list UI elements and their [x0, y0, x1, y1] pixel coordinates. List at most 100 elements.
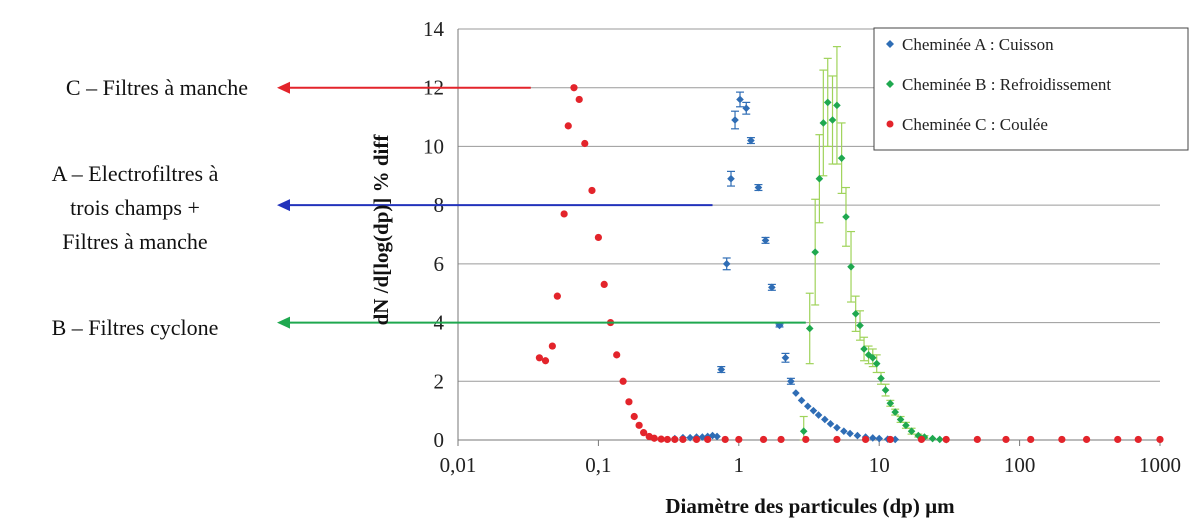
- y-tick-label: 2: [434, 369, 445, 393]
- legend-box: [873, 27, 1189, 151]
- series-a-point: [781, 354, 790, 362]
- series-a-point: [717, 365, 726, 374]
- series-b-point: [823, 98, 832, 107]
- legend-marker: [886, 40, 894, 48]
- series-c-point: [1082, 435, 1091, 444]
- series-c-point: [600, 280, 608, 289]
- series-b-point: [799, 427, 808, 435]
- series-b-point: [896, 415, 905, 424]
- series-b-point: [872, 359, 881, 368]
- series-a-point: [821, 415, 829, 424]
- legend-marker: [886, 80, 894, 88]
- series-a-point: [768, 283, 776, 292]
- x-tick-label: 1: [734, 453, 745, 477]
- legend: Cheminée A : Cuisson Cheminée B : Refroid…: [873, 27, 1189, 151]
- series-b-point: [856, 321, 864, 330]
- y-tick-label: 6: [434, 252, 445, 276]
- series-a-point: [775, 321, 784, 330]
- annotation-B-label: B – Filtres cyclone: [52, 315, 219, 340]
- annotation-A-arrow-head: [277, 199, 290, 212]
- series-c-point: [635, 421, 643, 429]
- series-c-point: [886, 435, 894, 444]
- series-b-point: [842, 213, 850, 221]
- series-c-point: [541, 357, 550, 365]
- series-b-point: [811, 248, 819, 256]
- series-b-point: [935, 435, 944, 444]
- series-c-point: [553, 292, 561, 300]
- x-tick-label: 100: [1004, 453, 1036, 477]
- series-c-point: [581, 139, 589, 148]
- series-a-point: [891, 435, 899, 444]
- series-a-point: [797, 396, 806, 405]
- series-c-point: [564, 122, 572, 130]
- series-c-point: [917, 435, 926, 444]
- series-b-point: [851, 309, 860, 318]
- series-b-point: [815, 174, 824, 183]
- series-c-point: [1134, 435, 1142, 444]
- series-c-point: [535, 354, 544, 362]
- series-c-point: [721, 435, 729, 444]
- legend-label: Cheminée B : Refroidissement: [902, 75, 1111, 94]
- x-axis-title: Diamètre des particules (dp) µm: [665, 494, 955, 518]
- series-a-point: [840, 427, 848, 435]
- series-b-point: [920, 433, 929, 441]
- y-tick-label: 0: [434, 428, 445, 452]
- series-c-point: [1114, 435, 1122, 444]
- annotation-C-arrow-head: [277, 81, 290, 94]
- series-c-point: [594, 233, 603, 242]
- series-a-point: [787, 377, 795, 386]
- legend-marker: [886, 120, 894, 128]
- series-c-point: [640, 429, 648, 437]
- series-a-point: [792, 389, 800, 397]
- series-a-point: [747, 136, 755, 145]
- series-c-point: [973, 435, 981, 444]
- series-c-point: [575, 95, 583, 104]
- series-c-point: [861, 435, 870, 444]
- series-a-point: [826, 420, 835, 428]
- series-b-point: [886, 399, 895, 408]
- annotation-C-label: C – Filtres à manche: [66, 75, 248, 100]
- x-tick-label: 0,01: [440, 453, 477, 477]
- series-b-point: [881, 386, 890, 394]
- series-a-point: [833, 423, 841, 432]
- series-c-point: [1027, 435, 1035, 444]
- series-a-point: [742, 104, 751, 113]
- series-a-point: [814, 411, 823, 419]
- series-c-point: [613, 351, 621, 359]
- series-c-point: [671, 435, 679, 444]
- series-a-point: [868, 434, 877, 442]
- series-a-point: [803, 402, 812, 411]
- series-a-point: [727, 174, 735, 183]
- series-c-point: [588, 186, 596, 195]
- series-c-point: [1002, 435, 1010, 444]
- series-c-point: [759, 435, 768, 444]
- series-c-point: [570, 84, 578, 92]
- series-a-point: [875, 434, 883, 443]
- series-b-point: [828, 116, 837, 124]
- series-b-point: [891, 408, 899, 416]
- series-a-point: [731, 116, 739, 124]
- filter-annotations: C – Filtres à manche A – Electrofiltres à…: [52, 75, 806, 340]
- series-a-point: [754, 183, 763, 192]
- series-b-point: [902, 421, 910, 430]
- series-c-point: [704, 435, 712, 444]
- series-b-point: [805, 324, 814, 333]
- series-a-point: [686, 433, 694, 442]
- series-c-point: [650, 434, 658, 442]
- x-tick-label: 10: [869, 453, 890, 477]
- series-b-point: [868, 354, 877, 362]
- series-b-point: [860, 345, 868, 353]
- series-a-point: [722, 260, 731, 268]
- x-tick-label: 0,1: [585, 453, 611, 477]
- series-c-point: [1156, 435, 1164, 444]
- series-c-point: [663, 435, 671, 444]
- series-c-point: [548, 342, 556, 350]
- series-c-point: [657, 435, 665, 443]
- series-a-point: [809, 406, 818, 415]
- series-c-point: [560, 210, 568, 218]
- series-c-point: [625, 398, 633, 406]
- series-a-point: [736, 95, 744, 104]
- series-b-point: [847, 262, 855, 271]
- series-a-point: [698, 433, 707, 441]
